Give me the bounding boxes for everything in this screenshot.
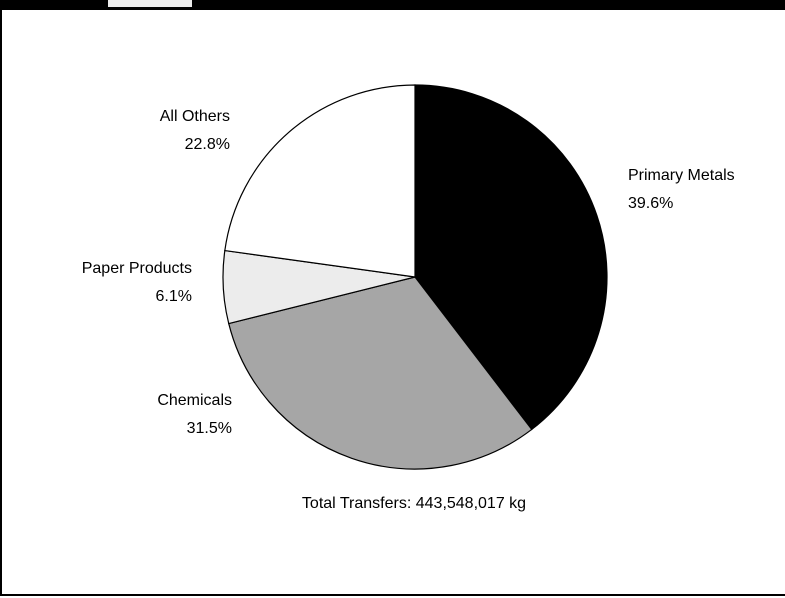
- slice-value-paper-products: 6.1%: [156, 288, 192, 305]
- pie-slice-all-others: [224, 84, 416, 278]
- slice-label-all-others: All Others: [160, 108, 230, 125]
- slice-label-primary-metals: Primary Metals: [628, 167, 735, 184]
- pie-slice-chemicals: [228, 276, 533, 470]
- slice-value-all-others: 22.8%: [185, 136, 230, 153]
- slice-label-chemicals: Chemicals: [157, 392, 232, 409]
- pie-slice-primary-metals: [414, 84, 608, 431]
- slice-value-chemicals: 31.5%: [187, 420, 232, 437]
- slice-value-primary-metals: 39.6%: [628, 195, 673, 212]
- chart-frame: [0, 10, 785, 596]
- tab-active[interactable]: [106, 0, 194, 9]
- slice-label-paper-products: Paper Products: [82, 260, 192, 277]
- tab-left[interactable]: [0, 0, 102, 8]
- chart-caption: Total Transfers: 443,548,017 kg: [302, 495, 526, 512]
- pie-slices: [222, 84, 608, 470]
- tab-right[interactable]: [198, 0, 785, 8]
